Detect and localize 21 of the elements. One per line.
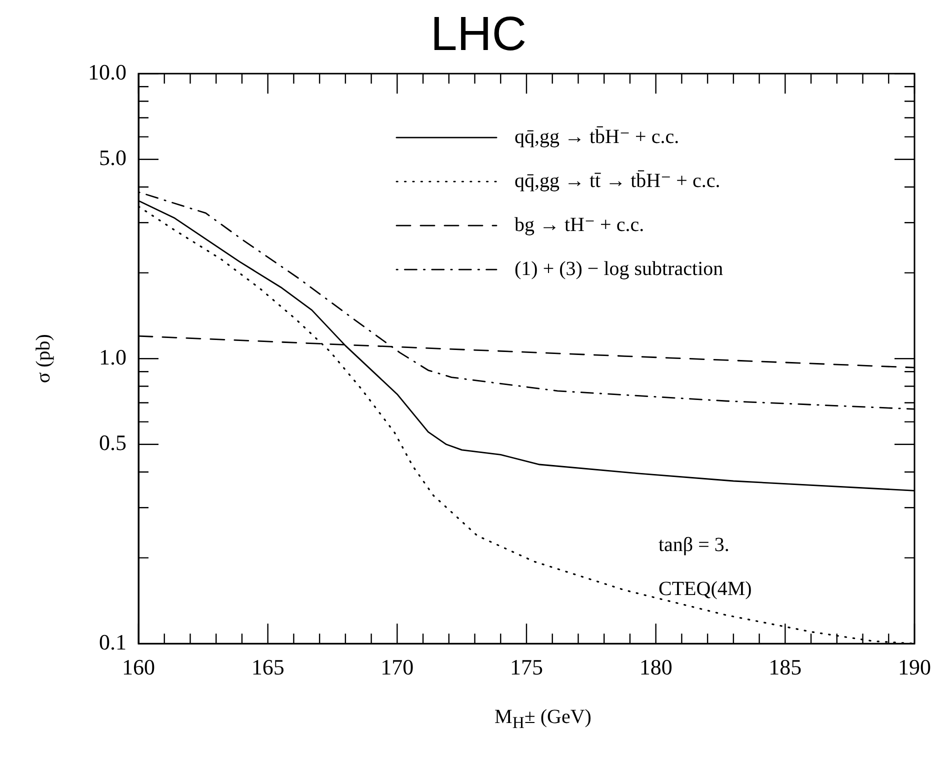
y-tick-label: 5.0	[99, 145, 126, 170]
x-tick-label: 185	[768, 654, 802, 680]
x-tick-label: 180	[639, 654, 672, 680]
y-tick-label: 10.0	[88, 59, 126, 84]
x-tick-label: 165	[251, 654, 284, 680]
y-tick-label: 1.0	[99, 344, 126, 370]
chart-title: LHC	[430, 8, 527, 62]
x-axis-title: M$_{H}$± (GeV)	[494, 706, 592, 733]
y-tick-label: 0.1	[99, 629, 126, 654]
x-tick-label: 190	[898, 654, 931, 680]
y-axis-title: σ (pb)	[32, 334, 54, 384]
annotation: tanβ = 3.	[658, 534, 730, 556]
x-tick-label: 160	[122, 654, 155, 680]
y-tick-label: 0.5	[99, 430, 126, 456]
legend-label: (1) + (3) − log subtraction	[514, 258, 724, 280]
legend-label: qq̄,gg → tb̄H⁻ + c.c.	[514, 125, 680, 148]
x-tick-label: 175	[510, 654, 543, 680]
legend-label: bg → tH⁻ + c.c.	[514, 214, 644, 236]
annotation: CTEQ(4M)	[658, 578, 752, 600]
legend-label: qq̄,gg → tt̄ → tb̄H⁻ + c.c.	[514, 169, 720, 192]
x-tick-label: 170	[380, 654, 414, 680]
